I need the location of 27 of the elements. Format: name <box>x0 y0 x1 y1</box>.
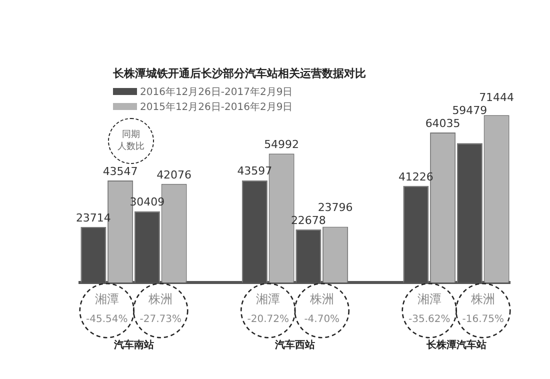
legend-label: 2015年12月26日-2016年2月9日 <box>140 100 293 114</box>
data-label: 23796 <box>318 200 353 214</box>
text: -20.72% <box>247 314 289 326</box>
x-tick-label: 湘潭 <box>417 292 442 306</box>
text: -45.54% <box>86 314 128 326</box>
data-label: 71444 <box>479 90 514 104</box>
data-label: 64035 <box>425 116 460 130</box>
text: -27.73% <box>140 314 182 326</box>
text: -16.75% <box>462 314 504 326</box>
data-label: 43547 <box>102 164 138 178</box>
data-label: 59479 <box>452 104 488 117</box>
annotation: 人数比 <box>118 141 144 153</box>
text: -4.70% <box>304 314 340 326</box>
x-tick-label: 湘潭 <box>94 292 119 306</box>
x-tick-label: 株洲 <box>148 292 173 306</box>
text: 汽车南站 <box>112 339 154 352</box>
data-label: 54992 <box>264 138 300 152</box>
x-tick-label: 株洲 <box>470 292 496 306</box>
data-label: 42076 <box>156 168 192 182</box>
text: -35.62% <box>408 314 450 326</box>
chart-title: 长株潭城铁开通后长沙部分汽车站相关运营数据对比 <box>113 66 366 81</box>
text: 长株潭汽车站 <box>425 339 486 352</box>
annotation: 同期 <box>122 129 140 141</box>
x-tick-label: 湘潭 <box>256 292 280 306</box>
legend-label: 2016年12月26日-2017年2月9日 <box>140 86 293 98</box>
x-tick-label: 株洲 <box>308 292 334 306</box>
text: 汽车西站 <box>274 339 315 352</box>
